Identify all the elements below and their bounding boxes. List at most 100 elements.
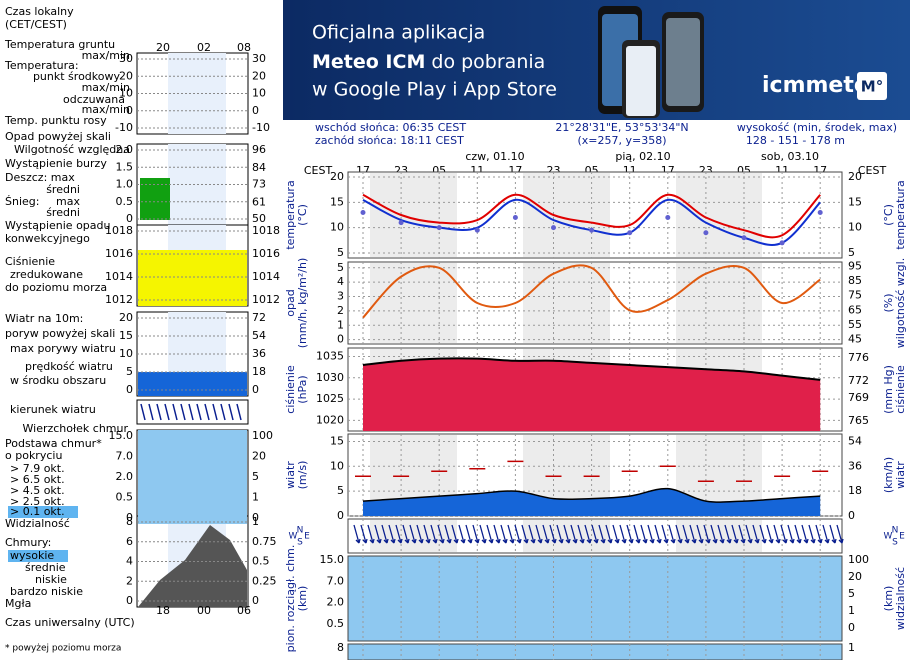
mini-y-tick: 7.0 <box>116 450 134 463</box>
axis-title: temperatura <box>894 180 907 249</box>
dew-point <box>436 225 442 231</box>
mini-y2-tick: 1014 <box>252 270 280 283</box>
y2-tick-label: 0 <box>848 509 855 522</box>
wind-arrow <box>759 524 767 544</box>
legend-label: > 4.5 okt. <box>10 484 65 497</box>
mini-y2-tick: 0.75 <box>252 535 277 548</box>
mini-y-tick: 20 <box>119 311 133 324</box>
wind-arrow <box>556 524 564 544</box>
mini-y-tick: 5 <box>126 365 133 378</box>
axis-title: pion. rozciągł. chm. <box>284 545 297 653</box>
sunrise: wschód słońca: 06:35 CEST <box>315 121 466 134</box>
axis-title: (hPa) <box>296 375 309 403</box>
legend-label: max/min <box>82 81 130 94</box>
wind-arrow <box>633 524 641 544</box>
legend-label: Temperatura: <box>4 59 79 72</box>
day-label: sob, 03.10 <box>761 150 819 163</box>
day-label: pią, 02.10 <box>615 150 670 163</box>
legend-label: średni <box>46 206 80 219</box>
y2-tick-label: 65 <box>848 303 862 316</box>
axis-title: wiatr <box>894 461 907 489</box>
mini-cover <box>138 525 247 607</box>
mini-y2-tick: 1016 <box>252 247 280 260</box>
wind-arrow <box>773 524 781 544</box>
banner[interactable] <box>283 0 910 120</box>
y-tick-label: 5 <box>337 484 344 497</box>
wind-arrow <box>507 524 515 544</box>
wind-arrow <box>514 524 522 544</box>
mini-y2-tick: 20 <box>252 69 266 82</box>
axis-title: (km) <box>296 586 309 612</box>
mini-y-tick: 0 <box>126 383 133 396</box>
mini-y2-tick: 73 <box>252 178 266 191</box>
mini-y-tick: 1018 <box>105 224 133 237</box>
wind-arrow <box>710 524 718 544</box>
legend-label: Widzialność <box>5 517 70 530</box>
y-tick-label: 0 <box>337 333 344 346</box>
axis-title: opad <box>284 289 297 316</box>
wind-arrow <box>570 524 578 544</box>
wind-arrow <box>815 524 823 544</box>
dew-point <box>741 235 747 241</box>
y-tick-label: 7.0 <box>327 574 345 587</box>
legend-label: * powyżej poziomu morza <box>5 644 121 654</box>
legend-label: zredukowane <box>10 268 83 281</box>
y2-tick-label: 36 <box>848 459 862 472</box>
wind-arrow <box>430 524 438 544</box>
wind-area <box>363 488 821 516</box>
banner-line: Meteo ICM do pobrania <box>312 51 545 73</box>
legend-label: prędkość wiatru <box>25 360 113 373</box>
compass: W <box>289 532 298 542</box>
axis-title: temperatura <box>284 180 297 249</box>
wind-arrow <box>829 524 837 544</box>
mini-y2-tick: 1 <box>252 515 259 528</box>
mini-y-tick: 0.5 <box>116 195 134 208</box>
wind-arrow <box>584 524 592 544</box>
y2-tick-label: 776 <box>848 351 869 364</box>
axis-title: widzialność <box>894 567 907 630</box>
local-time: 02 <box>197 41 211 54</box>
mini-y2-tick: 1018 <box>252 224 280 237</box>
y2-tick-label: 5 <box>848 246 855 259</box>
legend-label: Wystąpienie burzy <box>5 157 107 170</box>
legend-label: o pokryciu <box>5 449 62 462</box>
wind-arrow <box>675 524 683 544</box>
highlight <box>8 506 78 518</box>
axis-title: (%) <box>882 293 895 312</box>
wind-arrow <box>493 524 501 544</box>
sunset: zachód słońca: 18:11 CEST <box>315 134 464 147</box>
dew-point <box>665 215 671 221</box>
y-tick-label: 15 <box>330 434 344 447</box>
legend-label: > 6.5 okt. <box>10 473 65 486</box>
mini-y-tick: 6 <box>126 535 133 548</box>
legend-label: max porywy wiatru <box>10 342 116 355</box>
wind-arrow <box>787 524 795 544</box>
mini-y2-tick: 18 <box>252 365 266 378</box>
night <box>370 263 457 343</box>
dew-point <box>551 225 556 231</box>
y-tick-label: 4 <box>337 275 344 288</box>
y2-tick-label: 95 <box>848 259 862 272</box>
y2-tick-label: 18 <box>848 484 862 497</box>
wind-arrow <box>731 524 739 544</box>
mini-y2-tick: 36 <box>252 347 266 360</box>
dew-point <box>703 230 709 236</box>
highlight <box>8 550 68 562</box>
y2-tick-label: 20 <box>848 570 862 583</box>
mini-y2-tick: 0 <box>252 594 259 607</box>
y-tick-label: 5 <box>337 261 344 274</box>
legend-label: Śnieg: <box>5 195 39 208</box>
legend-label: Deszcz: max <box>5 171 75 184</box>
y-tick-label: 1020 <box>316 413 344 426</box>
wind-arrow <box>479 524 487 544</box>
mini-y-tick: 2.0 <box>116 470 134 483</box>
panel <box>347 643 843 660</box>
wind-arrow <box>353 524 361 544</box>
y2-tick-label: 15 <box>848 195 862 208</box>
legend-label: > 0.1 okt. <box>10 505 65 518</box>
altitude-label: wysokość (min, środek, max) <box>737 121 897 134</box>
mini-arrow <box>204 403 210 421</box>
wind-arrow <box>738 524 746 544</box>
axis-title: (mm/h, kg/m²/h) <box>296 258 309 349</box>
